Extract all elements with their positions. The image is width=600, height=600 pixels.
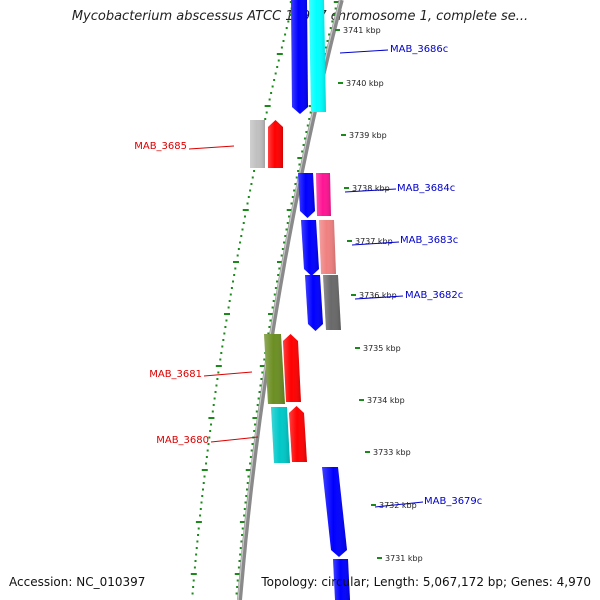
track-mab-3683c-shade [319, 220, 336, 274]
gene-mab-3681-shade [283, 334, 301, 402]
mab-3680-label[interactable]: MAB_3680 [156, 435, 209, 446]
track-mab-3686c-shade [309, 0, 326, 112]
scale-label: 3741 kbp [343, 26, 381, 35]
gene-labels[interactable]: MAB_3686c MAB_3685 MAB_3684c MAB_3683c MAB_3… [134, 44, 482, 508]
track-mab-3681-shade [264, 334, 285, 404]
gene-mab-3684c-shade [298, 173, 315, 218]
scale-label: 3732 kbp [379, 501, 417, 510]
scale-label: 3740 kbp [346, 79, 384, 88]
gene-mab-3683c-shade [301, 220, 319, 276]
mab-3679c-label[interactable]: MAB_3679c [424, 496, 482, 507]
mab-3682c-label[interactable]: MAB_3682c [405, 290, 463, 301]
scale-label: 3733 kbp [373, 448, 411, 457]
track-mab-3680-shade [271, 407, 290, 463]
mab-3680-leader [210, 436, 259, 443]
gene-mab-3686c-shade [291, 0, 308, 114]
mab-3685-leader [188, 145, 235, 150]
scale-label: 3738 kbp [352, 184, 390, 193]
scale-label: 3731 kbp [385, 554, 423, 563]
mab-3683c-label[interactable]: MAB_3683c [400, 235, 458, 246]
mab-3683c-leader [351, 241, 400, 246]
mab-3684c-label[interactable]: MAB_3684c [397, 183, 455, 194]
mab-3686c-leader [339, 49, 389, 54]
accession-text: Accession: NC_010397 [9, 575, 146, 589]
gene-mab-3680-shade [289, 406, 307, 462]
track-mab-3682c-shade [323, 275, 341, 330]
track-mab-3685-shade [250, 120, 265, 168]
mab-3681-leader [203, 371, 253, 377]
scale-label: 3736 kbp [359, 291, 397, 300]
gene-mab-3682c-shade [305, 275, 323, 331]
gene-mab-3679c-shade [322, 467, 347, 557]
scale-labels: 3741 kbp 3740 kbp 3739 kbp 3738 kbp 3737 kbp… [335, 26, 423, 563]
scale-label: 3735 kbp [363, 344, 401, 353]
scale-label: 3737 kbp [355, 237, 393, 246]
mab-3684c-leader [344, 188, 397, 193]
gene-mab-3685-shade [268, 120, 283, 168]
track-mab-3684c-shade [316, 173, 331, 216]
gene-features[interactable] [250, 0, 350, 600]
mab-3679c-leader [374, 501, 424, 508]
genome-info-text: Topology: circular; Length: 5,067,172 bp… [261, 575, 591, 589]
mab-3681-label[interactable]: MAB_3681 [149, 369, 202, 380]
mab-3686c-label[interactable]: MAB_3686c [390, 44, 448, 55]
scale-label: 3739 kbp [349, 131, 387, 140]
mab-3685-label[interactable]: MAB_3685 [134, 141, 187, 152]
mab-3682c-leader [354, 295, 404, 300]
scale-label: 3734 kbp [367, 396, 405, 405]
gene-partial-bottom-shade [333, 559, 350, 600]
